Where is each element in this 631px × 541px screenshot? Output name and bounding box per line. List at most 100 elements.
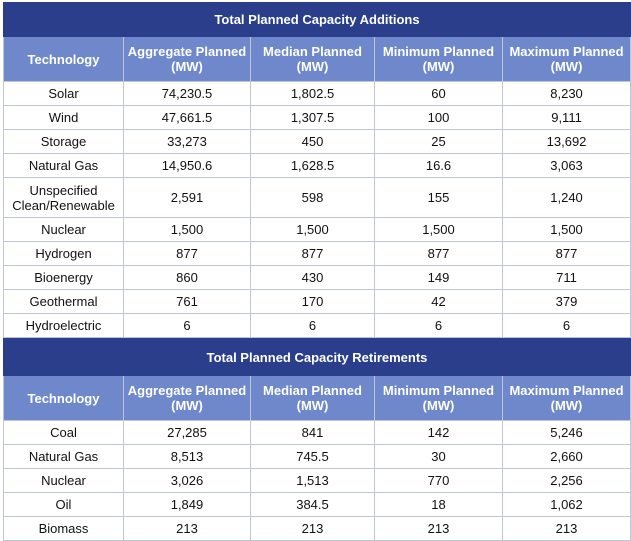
cell-aggregate: 74,230.5 bbox=[123, 81, 251, 106]
cell-technology: Natural Gas bbox=[3, 153, 124, 178]
cell-minimum: 6 bbox=[374, 313, 503, 338]
cell-maximum: 1,062 bbox=[501, 492, 631, 517]
cell-technology: Natural Gas bbox=[3, 444, 124, 469]
header-aggregate: Aggregate Planned (MW) bbox=[123, 36, 251, 82]
cell-technology: Biomass bbox=[3, 516, 124, 541]
table-row: Coal 27,285 841 142 5,246 bbox=[3, 420, 631, 445]
cell-median: 877 bbox=[250, 241, 375, 266]
cell-maximum: 711 bbox=[501, 265, 631, 290]
retirements-body: Coal 27,285 841 142 5,246 Natural Gas 8,513 745… bbox=[3, 420, 631, 541]
cell-minimum: 100 bbox=[374, 105, 503, 130]
table-row: Natural Gas 8,513 745.5 30 2,660 bbox=[3, 444, 631, 469]
cell-aggregate: 6 bbox=[123, 313, 251, 338]
header-median: Median Planned (MW) bbox=[250, 36, 375, 82]
table-row: Unspecified Clean/Renewable 2,591 598 155 1,… bbox=[3, 177, 631, 218]
cell-aggregate: 761 bbox=[123, 289, 251, 314]
cell-median: 213 bbox=[250, 516, 375, 541]
cell-maximum: 9,111 bbox=[501, 105, 631, 130]
cell-minimum: 155 bbox=[374, 177, 503, 218]
cell-median: 1,628.5 bbox=[250, 153, 375, 178]
cell-minimum: 30 bbox=[374, 444, 503, 469]
cell-technology: Storage bbox=[3, 129, 124, 154]
header-technology: Technology bbox=[3, 375, 124, 421]
cell-minimum: 60 bbox=[374, 81, 503, 106]
cell-minimum: 213 bbox=[374, 516, 503, 541]
header-maximum: Maximum Planned (MW) bbox=[501, 36, 631, 82]
cell-aggregate: 1,500 bbox=[123, 217, 251, 242]
cell-aggregate: 3,026 bbox=[123, 468, 251, 493]
header-median: Median Planned (MW) bbox=[250, 375, 375, 421]
table-row: Natural Gas 14,950.6 1,628.5 16.6 3,063 bbox=[3, 153, 631, 178]
cell-aggregate: 47,661.5 bbox=[123, 105, 251, 130]
cell-median: 1,802.5 bbox=[250, 81, 375, 106]
cell-minimum: 16.6 bbox=[374, 153, 503, 178]
table-row: Hydrogen 877 877 877 877 bbox=[3, 241, 631, 266]
table-row: Nuclear 3,026 1,513 770 2,256 bbox=[3, 468, 631, 493]
cell-technology: Wind bbox=[3, 105, 124, 130]
additions-table: Total Planned Capacity Additions Technol… bbox=[2, 2, 631, 338]
cell-median: 384.5 bbox=[250, 492, 375, 517]
header-minimum: Minimum Planned (MW) bbox=[374, 36, 503, 82]
table-row: Hydroelectric 6 6 6 6 bbox=[3, 313, 631, 338]
cell-median: 745.5 bbox=[250, 444, 375, 469]
cell-minimum: 42 bbox=[374, 289, 503, 314]
cell-minimum: 18 bbox=[374, 492, 503, 517]
retirements-title: Total Planned Capacity Retirements bbox=[2, 338, 631, 376]
cell-aggregate: 14,950.6 bbox=[123, 153, 251, 178]
cell-median: 450 bbox=[250, 129, 375, 154]
cell-technology: Nuclear bbox=[3, 217, 124, 242]
cell-median: 430 bbox=[250, 265, 375, 290]
cell-maximum: 6 bbox=[501, 313, 631, 338]
retirements-header-row: Technology Aggregate Planned (MW) Median… bbox=[3, 375, 631, 421]
cell-aggregate: 877 bbox=[123, 241, 251, 266]
cell-minimum: 770 bbox=[374, 468, 503, 493]
cell-aggregate: 27,285 bbox=[123, 420, 251, 445]
table-row: Solar 74,230.5 1,802.5 60 8,230 bbox=[3, 81, 631, 106]
cell-median: 1,307.5 bbox=[250, 105, 375, 130]
cell-median: 6 bbox=[250, 313, 375, 338]
cell-technology: Solar bbox=[3, 81, 124, 106]
cell-minimum: 149 bbox=[374, 265, 503, 290]
table-row: Geothermal 761 170 42 379 bbox=[3, 289, 631, 314]
table-row: Oil 1,849 384.5 18 1,062 bbox=[3, 492, 631, 517]
table-row: Storage 33,273 450 25 13,692 bbox=[3, 129, 631, 154]
cell-maximum: 2,256 bbox=[501, 468, 631, 493]
cell-maximum: 1,240 bbox=[501, 177, 631, 218]
table-row: Nuclear 1,500 1,500 1,500 1,500 bbox=[3, 217, 631, 242]
cell-maximum: 13,692 bbox=[501, 129, 631, 154]
retirements-table: Total Planned Capacity Retirements Techn… bbox=[2, 338, 631, 541]
cell-minimum: 25 bbox=[374, 129, 503, 154]
cell-maximum: 213 bbox=[501, 516, 631, 541]
cell-minimum: 142 bbox=[374, 420, 503, 445]
cell-aggregate: 33,273 bbox=[123, 129, 251, 154]
header-technology: Technology bbox=[3, 36, 124, 82]
table-row: Bioenergy 860 430 149 711 bbox=[3, 265, 631, 290]
cell-technology: Coal bbox=[3, 420, 124, 445]
cell-median: 841 bbox=[250, 420, 375, 445]
cell-aggregate: 8,513 bbox=[123, 444, 251, 469]
cell-maximum: 8,230 bbox=[501, 81, 631, 106]
cell-maximum: 5,246 bbox=[501, 420, 631, 445]
cell-aggregate: 2,591 bbox=[123, 177, 251, 218]
cell-maximum: 1,500 bbox=[501, 217, 631, 242]
cell-maximum: 379 bbox=[501, 289, 631, 314]
cell-minimum: 877 bbox=[374, 241, 503, 266]
cell-median: 1,513 bbox=[250, 468, 375, 493]
header-maximum: Maximum Planned (MW) bbox=[501, 375, 631, 421]
cell-technology: Oil bbox=[3, 492, 124, 517]
cell-technology: Hydroelectric bbox=[3, 313, 124, 338]
additions-header-row: Technology Aggregate Planned (MW) Median… bbox=[3, 36, 631, 82]
cell-technology: Hydrogen bbox=[3, 241, 124, 266]
cell-maximum: 3,063 bbox=[501, 153, 631, 178]
header-minimum: Minimum Planned (MW) bbox=[374, 375, 503, 421]
additions-body: Solar 74,230.5 1,802.5 60 8,230 Wind 47,661.5 1… bbox=[3, 81, 631, 338]
table-row: Wind 47,661.5 1,307.5 100 9,111 bbox=[3, 105, 631, 130]
cell-median: 170 bbox=[250, 289, 375, 314]
table-row: Biomass 213 213 213 213 bbox=[3, 516, 631, 541]
cell-median: 598 bbox=[250, 177, 375, 218]
cell-maximum: 2,660 bbox=[501, 444, 631, 469]
cell-technology: Unspecified Clean/Renewable bbox=[3, 177, 124, 218]
cell-aggregate: 1,849 bbox=[123, 492, 251, 517]
cell-aggregate: 860 bbox=[123, 265, 251, 290]
